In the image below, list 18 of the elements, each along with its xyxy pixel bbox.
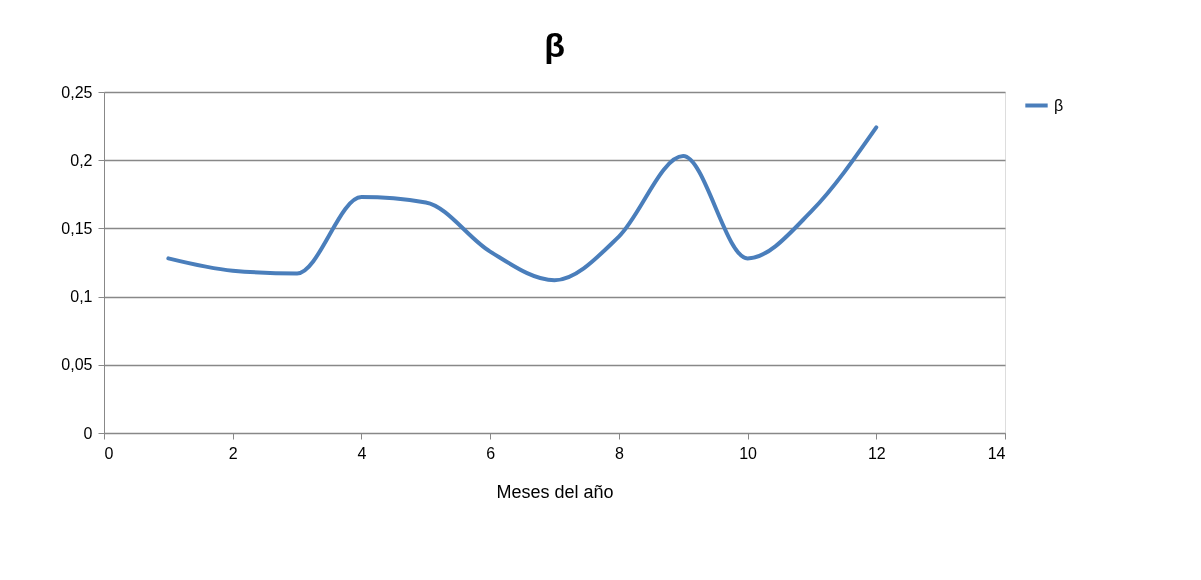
x-tick-label: 12 xyxy=(867,444,886,462)
x-tick-label: 6 xyxy=(486,444,496,462)
y-tick-label: 0 xyxy=(83,424,93,442)
x-tick-label: 2 xyxy=(228,444,238,462)
x-tick-label: 8 xyxy=(614,444,624,462)
y-tick-label: 0,05 xyxy=(61,356,93,374)
x-tick-label: 14 xyxy=(987,444,1006,462)
x-tick-label: 4 xyxy=(357,444,367,462)
line-series xyxy=(166,125,879,283)
legend-label: β xyxy=(1054,96,1064,114)
x-axis-title: Meses del año xyxy=(496,481,614,502)
y-tick-label: 0,25 xyxy=(61,83,93,101)
x-tick-label: 10 xyxy=(739,444,758,462)
chart-title: β xyxy=(544,26,565,64)
y-tick-label: 0,1 xyxy=(70,288,93,306)
x-tick-label: 0 xyxy=(104,444,114,462)
y-tick-label: 0,2 xyxy=(70,151,93,169)
y-tick-label: 0,15 xyxy=(61,219,93,237)
